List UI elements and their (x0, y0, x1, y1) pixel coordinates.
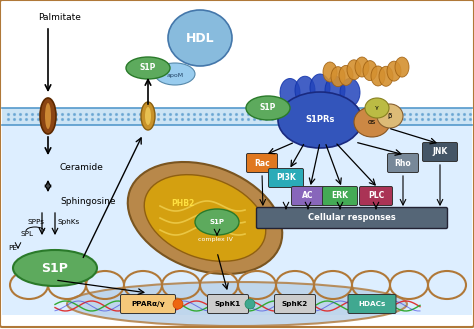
Ellipse shape (195, 209, 239, 235)
Ellipse shape (280, 79, 300, 107)
Ellipse shape (173, 299, 183, 309)
FancyBboxPatch shape (268, 168, 303, 188)
Ellipse shape (128, 162, 282, 274)
FancyBboxPatch shape (256, 208, 447, 229)
Bar (2, 115, 472, 315)
Ellipse shape (331, 67, 345, 87)
Text: Sphingosine: Sphingosine (60, 197, 116, 207)
FancyBboxPatch shape (348, 294, 396, 314)
Text: SPPs: SPPs (27, 219, 44, 225)
Ellipse shape (354, 107, 390, 137)
Ellipse shape (340, 79, 360, 107)
Text: Rho: Rho (395, 159, 411, 167)
Ellipse shape (395, 57, 409, 77)
Ellipse shape (144, 175, 266, 261)
Text: SphKs: SphKs (58, 219, 80, 225)
Ellipse shape (365, 98, 389, 118)
FancyBboxPatch shape (322, 187, 357, 206)
Ellipse shape (67, 282, 407, 326)
Text: S1P: S1P (42, 262, 68, 274)
Ellipse shape (295, 76, 315, 104)
Text: ERK: ERK (331, 191, 348, 200)
FancyBboxPatch shape (120, 294, 175, 314)
Text: Cellular responses: Cellular responses (308, 214, 396, 222)
Text: PE: PE (8, 245, 17, 251)
Text: HDACs: HDACs (358, 301, 386, 307)
FancyBboxPatch shape (292, 187, 325, 206)
Ellipse shape (141, 102, 155, 130)
FancyBboxPatch shape (274, 294, 316, 314)
Text: β: β (388, 113, 392, 119)
Text: Rac: Rac (254, 159, 270, 167)
Ellipse shape (377, 104, 403, 128)
FancyBboxPatch shape (208, 294, 248, 314)
Ellipse shape (168, 10, 232, 66)
Text: SphK2: SphK2 (282, 301, 308, 307)
Text: PI3K: PI3K (276, 173, 296, 183)
FancyBboxPatch shape (246, 154, 277, 172)
Ellipse shape (126, 57, 170, 79)
Ellipse shape (323, 62, 337, 82)
FancyBboxPatch shape (359, 187, 392, 206)
Ellipse shape (40, 98, 56, 134)
Text: Ceramide: Ceramide (60, 164, 104, 172)
Ellipse shape (155, 63, 195, 85)
Ellipse shape (45, 103, 51, 129)
Text: PLC: PLC (368, 191, 384, 200)
Ellipse shape (339, 65, 353, 86)
Text: complex IV: complex IV (198, 238, 232, 242)
Text: γ: γ (375, 106, 379, 111)
Text: PPARα/γ: PPARα/γ (131, 301, 165, 307)
Ellipse shape (310, 74, 330, 102)
Ellipse shape (379, 66, 393, 86)
Text: AC: AC (302, 191, 314, 200)
Ellipse shape (246, 96, 290, 120)
Ellipse shape (13, 250, 97, 286)
Ellipse shape (387, 61, 401, 81)
Text: S1P: S1P (140, 63, 156, 72)
Ellipse shape (347, 60, 361, 80)
Text: HDL: HDL (186, 32, 214, 44)
FancyBboxPatch shape (388, 154, 419, 172)
Bar (2, 108, 472, 125)
Text: PHB2: PHB2 (172, 199, 195, 209)
Text: SphK1: SphK1 (215, 301, 241, 307)
Ellipse shape (278, 92, 362, 148)
Ellipse shape (371, 66, 385, 86)
Text: αs: αs (368, 119, 376, 125)
Ellipse shape (145, 107, 151, 125)
Ellipse shape (325, 76, 345, 104)
Text: S1P: S1P (210, 219, 225, 225)
Text: JNK: JNK (432, 147, 447, 157)
Ellipse shape (363, 61, 377, 81)
Text: S1PRs: S1PRs (305, 115, 335, 124)
FancyBboxPatch shape (422, 142, 457, 162)
Text: apoM: apoM (166, 72, 183, 78)
Ellipse shape (245, 299, 255, 309)
Text: S1P: S1P (260, 104, 276, 113)
Bar (10, 273, 465, 301)
Ellipse shape (355, 57, 369, 77)
Text: SPL: SPL (20, 231, 33, 237)
Text: Palmitate: Palmitate (38, 13, 81, 22)
